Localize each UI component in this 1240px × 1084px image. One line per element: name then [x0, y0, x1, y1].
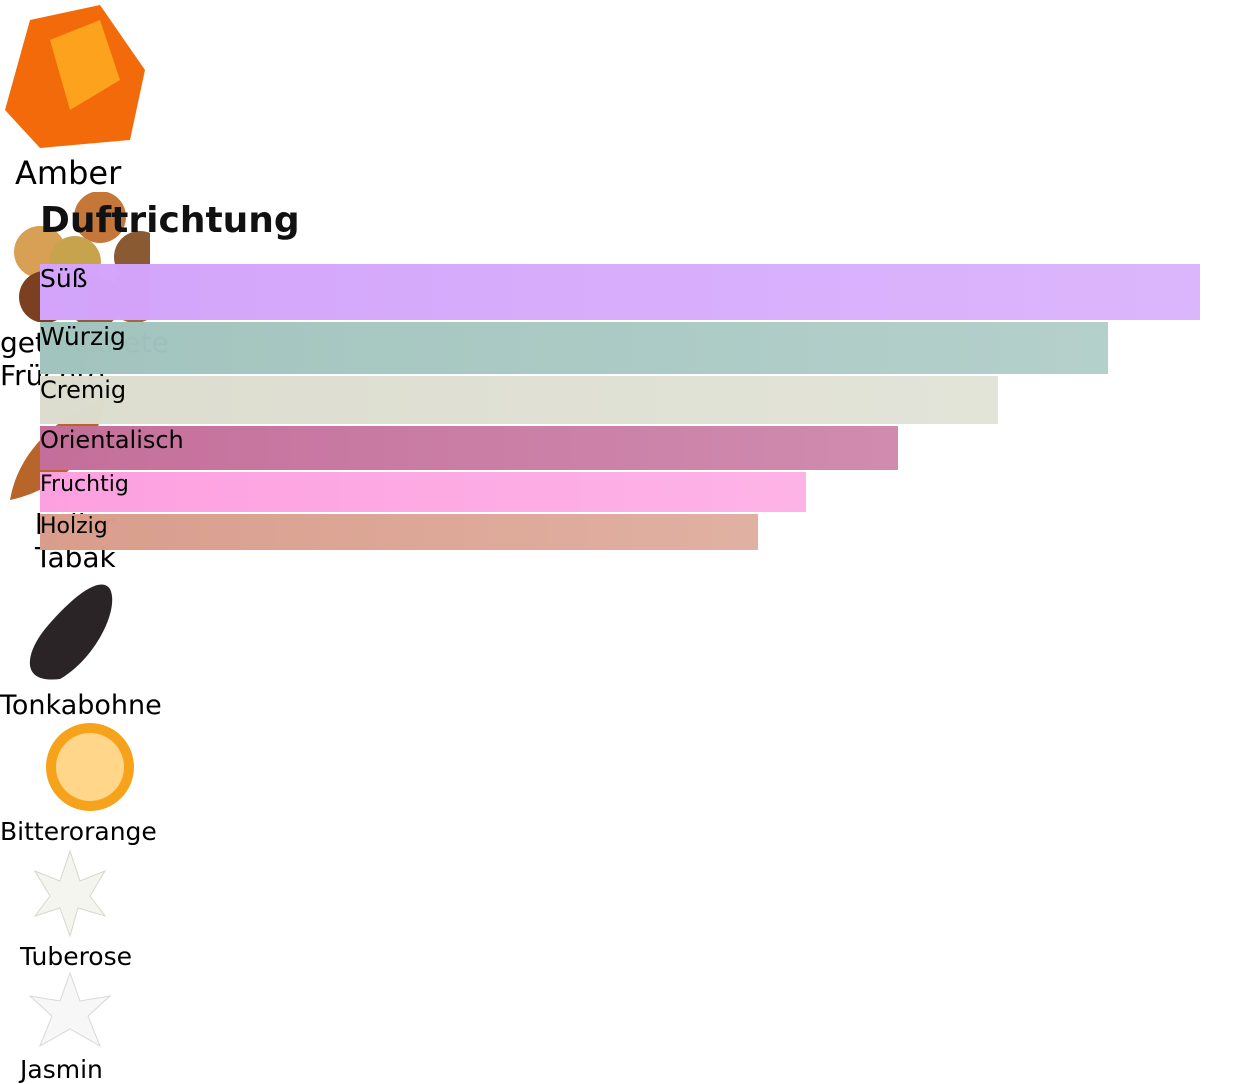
- accord-label: Fruchtig: [40, 472, 129, 497]
- section-title: Duftrichtung: [40, 200, 300, 241]
- note: Tonkabohne: [0, 574, 200, 721]
- note-label: Jasmin: [20, 1055, 103, 1084]
- icon: [56, 733, 124, 801]
- note-image: [5, 5, 145, 148]
- icon: [33, 849, 107, 938]
- note-image: [28, 971, 112, 1048]
- note: Tuberose: [0, 846, 180, 971]
- accord-bar: Cremig: [40, 376, 999, 424]
- note-image: [33, 849, 107, 938]
- icon: [50, 20, 120, 110]
- note: Jasmin: [0, 971, 180, 1084]
- icon: [28, 971, 112, 1048]
- note-label: Tonkabohne: [0, 690, 162, 721]
- accord-label: Würzig: [40, 322, 126, 351]
- note-label: Tuberose: [20, 942, 132, 971]
- accord-label: Orientalisch: [40, 426, 184, 454]
- note-label: Amber: [15, 154, 122, 192]
- accord-label: Cremig: [40, 376, 127, 404]
- icon: [29, 584, 113, 680]
- note: Amber: [0, 0, 180, 192]
- note-label: Bitterorange: [0, 817, 157, 846]
- accord-list: Süß Würzig Cremig Orientalisch Fruchtig Holzi…: [40, 264, 1200, 552]
- accord-bar: Würzig: [40, 322, 1109, 374]
- icon: [74, 191, 126, 243]
- accord-bar: Fruchtig: [40, 472, 806, 512]
- page: Duftrichtung Süß Würzig Cremig Orientalisch…: [0, 0, 1200, 1084]
- note-image: [46, 723, 134, 811]
- note: Bitterorange: [0, 721, 180, 846]
- accord-bar: Orientalisch: [40, 426, 899, 470]
- accord-label: Holzig: [40, 514, 108, 539]
- accord-bar: Süß: [40, 264, 1200, 320]
- note-image: [29, 584, 113, 680]
- accord-label: Süß: [40, 264, 88, 293]
- accord-bar: Holzig: [40, 514, 759, 550]
